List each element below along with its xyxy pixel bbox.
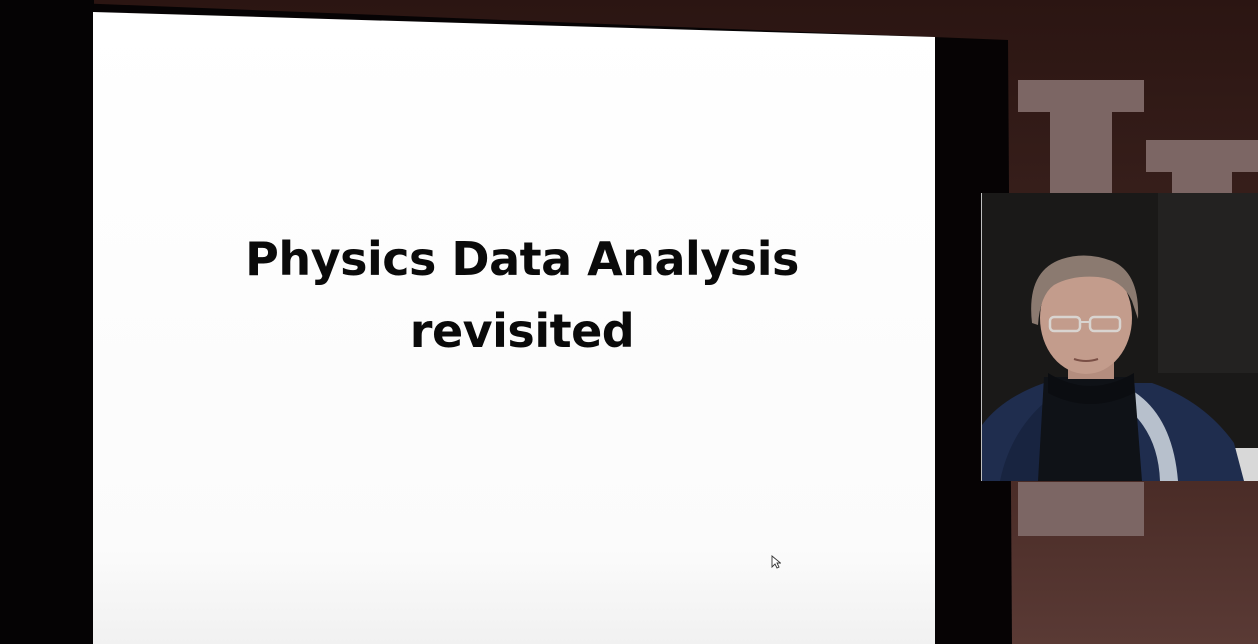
presenter-webcam [981,193,1258,481]
slide-title: Physics Data Analysis revisited [93,223,935,367]
slide-title-line-2: revisited [409,304,635,358]
background-logo-bottom-bar [1018,482,1144,536]
left-black-bar [0,0,94,644]
pointer-cursor-icon [771,555,781,569]
background-logo-top-bar [1018,80,1144,112]
slide-title-line-1: Physics Data Analysis [245,232,799,286]
background-logo-stem [1050,108,1112,198]
presenter-video-icon [982,193,1258,481]
presentation-slide: Physics Data Analysis revisited [93,12,935,644]
background-logo-right-bar [1146,140,1258,172]
